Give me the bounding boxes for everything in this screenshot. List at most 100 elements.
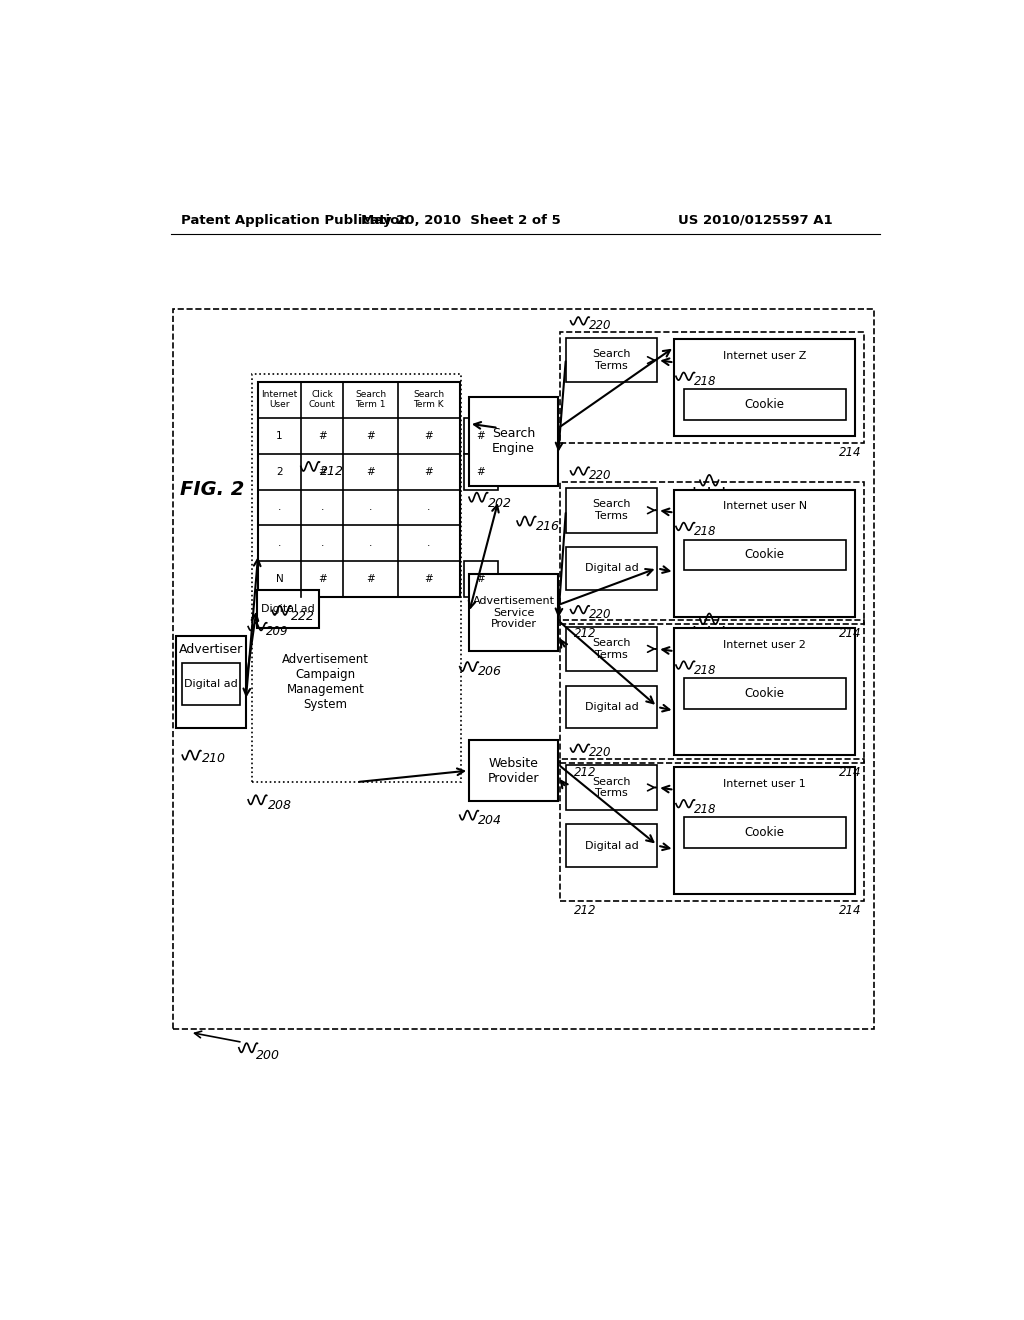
Text: Digital ad: Digital ad: [261, 603, 314, 614]
Text: Cookie: Cookie: [744, 686, 784, 700]
Text: 200: 200: [256, 1049, 280, 1063]
Bar: [566, 766, 657, 810]
Text: #: #: [367, 466, 375, 477]
Bar: [675, 490, 855, 616]
Text: #: #: [367, 574, 375, 585]
Text: .: .: [321, 539, 324, 548]
Text: 214: 214: [840, 766, 862, 779]
Text: .: .: [278, 503, 282, 512]
Bar: [469, 574, 558, 651]
Bar: [258, 381, 460, 598]
Text: 220: 220: [589, 607, 611, 620]
Bar: [566, 627, 657, 671]
Text: #: #: [424, 574, 433, 585]
Bar: [182, 663, 240, 705]
Bar: [675, 339, 855, 436]
Text: Internet user 1: Internet user 1: [723, 779, 806, 788]
Text: Cookie: Cookie: [744, 399, 784, 412]
Text: Search
Terms: Search Terms: [592, 638, 631, 660]
Text: 212: 212: [573, 904, 596, 917]
Text: ·  ·  ·: · · ·: [692, 482, 726, 498]
Text: Digital ad: Digital ad: [585, 702, 639, 711]
Bar: [684, 678, 846, 709]
Text: .: .: [427, 539, 430, 548]
Bar: [566, 488, 657, 533]
Text: .: .: [427, 503, 430, 512]
Text: Cookie: Cookie: [744, 548, 784, 561]
Text: Digital ad: Digital ad: [585, 564, 639, 573]
Text: Cookie: Cookie: [744, 825, 784, 838]
Text: .: .: [369, 539, 373, 548]
Text: 206: 206: [478, 665, 503, 678]
Text: Patent Application Publication: Patent Application Publication: [180, 214, 409, 227]
Bar: [464, 454, 499, 490]
Text: #: #: [476, 430, 485, 441]
Text: Search
Terms: Search Terms: [592, 499, 631, 521]
Bar: [675, 628, 855, 755]
Text: 212: 212: [321, 465, 344, 478]
Text: Advertisement
Service
Provider: Advertisement Service Provider: [472, 597, 555, 630]
Text: US 2010/0125597 A1: US 2010/0125597 A1: [679, 214, 834, 227]
Bar: [173, 309, 874, 1028]
Bar: [469, 397, 558, 486]
Text: #: #: [317, 430, 327, 441]
Bar: [469, 739, 558, 801]
Bar: [464, 561, 499, 598]
Text: #: #: [317, 574, 327, 585]
Bar: [257, 590, 318, 628]
Text: #: #: [424, 430, 433, 441]
Bar: [560, 482, 864, 624]
Text: Click
Count: Click Count: [308, 389, 336, 409]
Text: 220: 220: [589, 469, 611, 482]
Bar: [675, 767, 855, 894]
Text: N: N: [275, 574, 284, 585]
Text: 212: 212: [573, 766, 596, 779]
Text: #: #: [476, 574, 485, 585]
Text: 208: 208: [267, 799, 292, 812]
Bar: [560, 759, 864, 902]
Bar: [566, 825, 657, 867]
Text: #: #: [424, 466, 433, 477]
Text: Internet user 2: Internet user 2: [723, 640, 806, 649]
Bar: [566, 338, 657, 383]
Bar: [566, 548, 657, 590]
Bar: [684, 817, 846, 847]
Bar: [252, 374, 461, 781]
Text: 218: 218: [693, 664, 716, 677]
Text: 212: 212: [573, 627, 596, 640]
Bar: [684, 540, 846, 570]
Text: 2: 2: [276, 466, 283, 477]
Text: 1: 1: [276, 430, 283, 441]
Text: #: #: [476, 466, 485, 477]
Text: 220: 220: [589, 319, 611, 333]
Text: Search
Term 1: Search Term 1: [355, 389, 386, 409]
Text: #: #: [317, 466, 327, 477]
Text: May 20, 2010  Sheet 2 of 5: May 20, 2010 Sheet 2 of 5: [361, 214, 561, 227]
Text: 218: 218: [693, 525, 716, 539]
Text: Search
Terms: Search Terms: [592, 350, 631, 371]
Text: #: #: [367, 430, 375, 441]
Text: Search
Engine: Search Engine: [492, 428, 536, 455]
Text: Advertisement
Campaign
Management
System: Advertisement Campaign Management System: [283, 653, 369, 711]
Text: 214: 214: [840, 446, 862, 459]
Text: .: .: [369, 503, 373, 512]
Text: 218: 218: [693, 803, 716, 816]
Text: 204: 204: [478, 814, 503, 828]
Text: ·  ·  ·: · · ·: [692, 620, 726, 636]
Text: 222: 222: [291, 610, 314, 623]
Text: 216: 216: [537, 520, 560, 533]
Text: 218: 218: [693, 375, 716, 388]
Text: Digital ad: Digital ad: [585, 841, 639, 850]
Text: 214: 214: [840, 627, 862, 640]
Text: Digital ad: Digital ad: [184, 678, 238, 689]
Text: .: .: [278, 539, 282, 548]
Text: 202: 202: [488, 496, 512, 510]
Text: Search
Terms: Search Terms: [592, 776, 631, 799]
Text: FIG. 2: FIG. 2: [179, 480, 244, 499]
Text: Internet user N: Internet user N: [723, 502, 807, 511]
Text: Internet user Z: Internet user Z: [723, 351, 806, 362]
Bar: [560, 331, 864, 444]
Text: Advertiser: Advertiser: [179, 643, 243, 656]
Text: 209: 209: [266, 626, 289, 639]
Bar: [566, 686, 657, 729]
